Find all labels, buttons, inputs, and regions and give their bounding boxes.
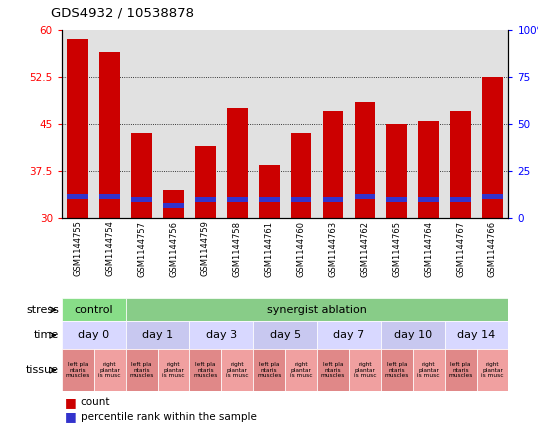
Text: stress: stress <box>26 305 59 315</box>
Bar <box>386 124 407 218</box>
Bar <box>126 321 189 349</box>
Bar <box>419 121 439 218</box>
Bar <box>189 30 221 218</box>
Text: day 7: day 7 <box>334 330 365 340</box>
Bar <box>94 30 126 218</box>
Bar <box>444 30 477 218</box>
Bar <box>444 349 477 391</box>
Text: day 3: day 3 <box>206 330 237 340</box>
Bar <box>62 30 94 218</box>
Bar <box>291 133 312 218</box>
Bar <box>100 52 120 218</box>
Bar <box>317 321 381 349</box>
Bar <box>444 321 508 349</box>
Text: left pla
ntaris
muscles: left pla ntaris muscles <box>193 362 217 379</box>
Bar <box>62 321 126 349</box>
Bar <box>221 349 253 391</box>
Bar <box>94 349 126 391</box>
Bar <box>62 349 94 391</box>
Bar <box>163 203 184 209</box>
Bar <box>259 165 280 218</box>
Bar <box>195 146 216 218</box>
Bar <box>482 77 503 218</box>
Bar <box>158 349 189 391</box>
Bar <box>381 30 413 218</box>
Bar <box>253 30 285 218</box>
Bar <box>355 102 375 218</box>
Text: right
plantar
is musc: right plantar is musc <box>353 362 376 379</box>
Bar <box>253 321 317 349</box>
Bar <box>163 190 184 218</box>
Text: left pla
ntaris
muscles: left pla ntaris muscles <box>66 362 90 379</box>
Bar <box>67 39 88 218</box>
Bar <box>227 108 247 218</box>
Text: synergist ablation: synergist ablation <box>267 305 367 315</box>
Text: right
plantar
is musc: right plantar is musc <box>481 362 504 379</box>
Text: day 14: day 14 <box>457 330 495 340</box>
Bar <box>189 349 221 391</box>
Bar <box>317 349 349 391</box>
Text: right
plantar
is musc: right plantar is musc <box>98 362 121 379</box>
Bar <box>419 197 439 202</box>
Text: left pla
ntaris
muscles: left pla ntaris muscles <box>385 362 409 379</box>
Bar <box>477 30 508 218</box>
Text: left pla
ntaris
muscles: left pla ntaris muscles <box>130 362 154 379</box>
Text: right
plantar
is musc: right plantar is musc <box>290 362 313 379</box>
Bar <box>477 349 508 391</box>
Bar <box>253 349 285 391</box>
Text: left pla
ntaris
muscles: left pla ntaris muscles <box>257 362 281 379</box>
Bar <box>381 321 444 349</box>
Bar <box>355 194 375 199</box>
Bar <box>126 349 158 391</box>
Text: right
plantar
is musc: right plantar is musc <box>226 362 249 379</box>
Bar <box>482 194 503 199</box>
Bar <box>126 298 508 321</box>
Text: percentile rank within the sample: percentile rank within the sample <box>81 412 257 422</box>
Text: tissue: tissue <box>26 365 59 375</box>
Text: right
plantar
is musc: right plantar is musc <box>417 362 440 379</box>
Text: day 10: day 10 <box>394 330 432 340</box>
Bar <box>285 349 317 391</box>
Bar <box>413 349 444 391</box>
Bar <box>259 197 280 202</box>
Bar <box>291 197 312 202</box>
Bar <box>221 30 253 218</box>
Text: day 1: day 1 <box>142 330 173 340</box>
Bar <box>131 197 152 202</box>
Text: GDS4932 / 10538878: GDS4932 / 10538878 <box>51 6 194 19</box>
Text: ■: ■ <box>65 396 76 409</box>
Text: left pla
ntaris
muscles: left pla ntaris muscles <box>448 362 473 379</box>
Bar <box>386 197 407 202</box>
Bar <box>450 197 471 202</box>
Text: control: control <box>74 305 113 315</box>
Text: ■: ■ <box>65 410 76 423</box>
Bar <box>349 30 381 218</box>
Bar <box>413 30 444 218</box>
Bar <box>227 197 247 202</box>
Bar <box>317 30 349 218</box>
Bar <box>285 30 317 218</box>
Text: left pla
ntaris
muscles: left pla ntaris muscles <box>321 362 345 379</box>
Bar <box>158 30 189 218</box>
Bar <box>131 133 152 218</box>
Bar <box>126 30 158 218</box>
Bar <box>62 298 126 321</box>
Text: day 5: day 5 <box>270 330 301 340</box>
Bar <box>189 321 253 349</box>
Text: right
plantar
is musc: right plantar is musc <box>162 362 185 379</box>
Text: day 0: day 0 <box>78 330 109 340</box>
Text: count: count <box>81 397 110 407</box>
Bar <box>323 111 343 218</box>
Bar <box>381 349 413 391</box>
Text: time: time <box>34 330 59 340</box>
Bar <box>450 111 471 218</box>
Bar <box>349 349 381 391</box>
Bar <box>100 194 120 199</box>
Bar <box>67 194 88 199</box>
Bar <box>323 197 343 202</box>
Bar <box>195 197 216 202</box>
